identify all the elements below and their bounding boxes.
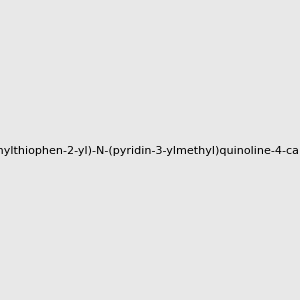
Text: 2-(5-methylthiophen-2-yl)-N-(pyridin-3-ylmethyl)quinoline-4-carboxamide: 2-(5-methylthiophen-2-yl)-N-(pyridin-3-y… [0, 146, 300, 157]
